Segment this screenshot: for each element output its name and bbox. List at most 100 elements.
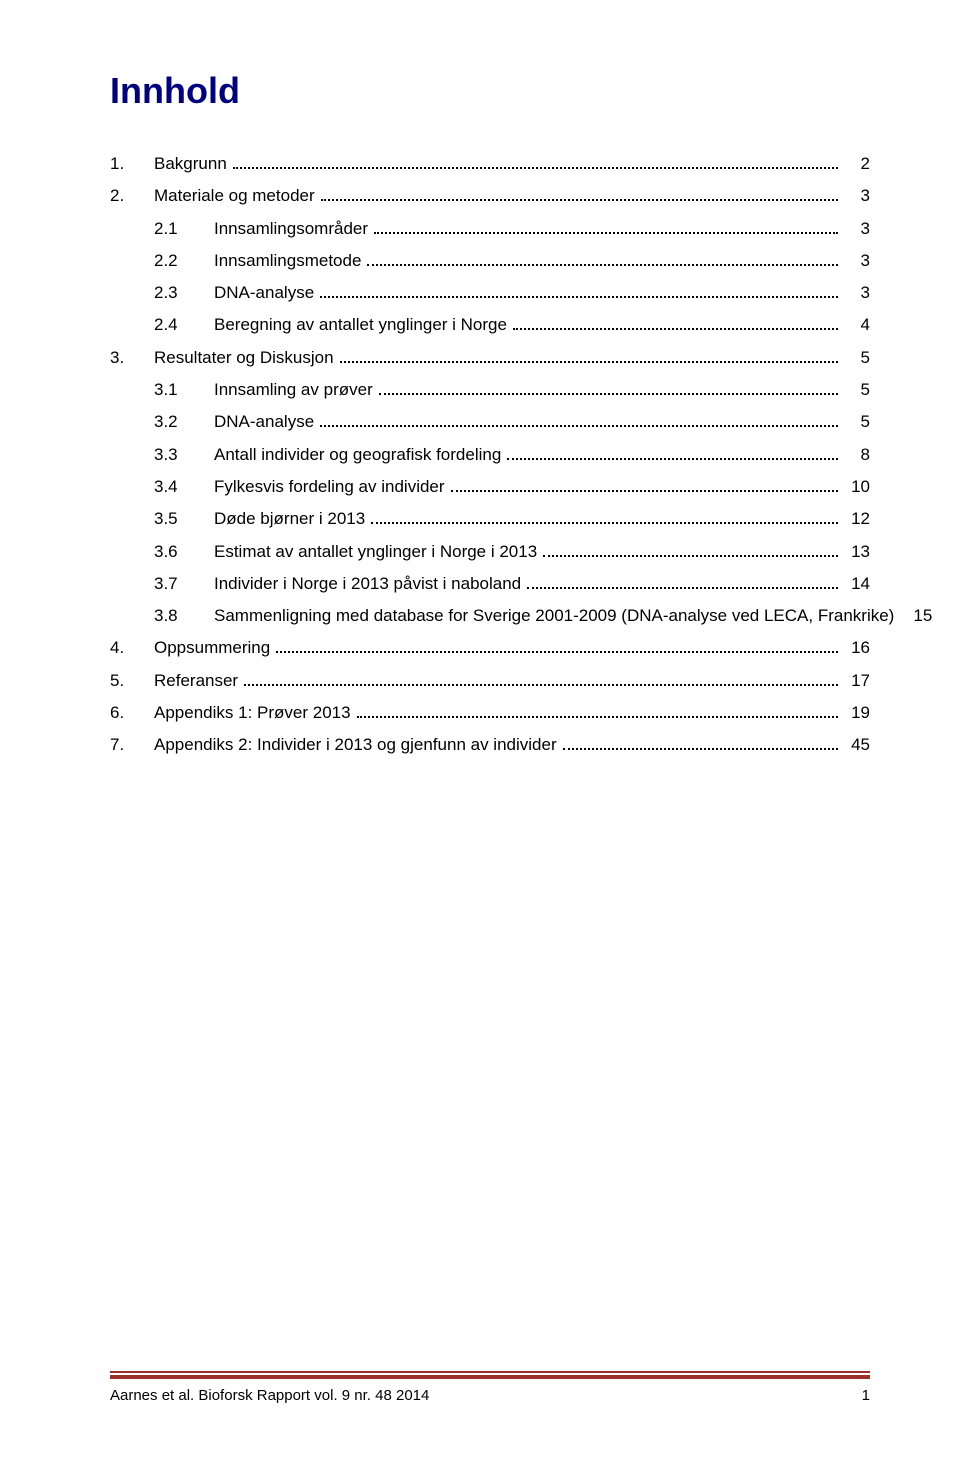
toc-label: Innsamlingsmetode: [214, 245, 361, 277]
toc-entry: 3.7Individer i Norge i 2013 påvist i nab…: [110, 568, 870, 600]
toc-page-number: 3: [844, 245, 870, 277]
toc-number: 6.: [110, 697, 154, 729]
toc-label: Oppsummering: [154, 632, 270, 664]
toc-entry: 3.3Antall individer og geografisk fordel…: [110, 439, 870, 471]
toc-number: 3.5: [154, 503, 214, 535]
toc-leader-dots: [513, 315, 838, 330]
toc-leader-dots: [451, 477, 838, 492]
toc-page-number: 4: [844, 309, 870, 341]
toc-page-number: 5: [844, 406, 870, 438]
toc-page-number: 45: [844, 729, 870, 761]
footer-page-number: 1: [862, 1387, 870, 1404]
toc-leader-dots: [233, 154, 838, 169]
toc-label: DNA-analyse: [214, 277, 314, 309]
toc-number: 2.: [110, 180, 154, 212]
page-title: Innhold: [110, 70, 870, 112]
toc-number: 3.8: [154, 600, 214, 632]
toc-entry: 7.Appendiks 2: Individer i 2013 og gjenf…: [110, 729, 870, 761]
toc-page-number: 2: [844, 148, 870, 180]
toc-leader-dots: [367, 251, 838, 266]
footer-left: Aarnes et al. Bioforsk Rapport vol. 9 nr…: [110, 1387, 429, 1404]
toc-leader-dots: [321, 186, 838, 201]
toc-entry: 1.Bakgrunn 2: [110, 148, 870, 180]
toc-number: 3.6: [154, 536, 214, 568]
toc-page-number: 3: [844, 277, 870, 309]
toc-number: 2.3: [154, 277, 214, 309]
toc-entry: 2.2Innsamlingsmetode 3: [110, 245, 870, 277]
toc-page-number: 8: [844, 439, 870, 471]
toc-entry: 3.5Døde bjørner i 201312: [110, 503, 870, 535]
toc-leader-dots: [379, 380, 838, 395]
toc-number: 3.4: [154, 471, 214, 503]
footer-text: Aarnes et al. Bioforsk Rapport vol. 9 nr…: [110, 1387, 870, 1404]
toc-page-number: 19: [844, 697, 870, 729]
toc-label: DNA-analyse: [214, 406, 314, 438]
toc-label: Innsamlingsområder: [214, 213, 368, 245]
toc-leader-dots: [543, 541, 838, 556]
toc-leader-dots: [527, 574, 838, 589]
toc-label: Individer i Norge i 2013 påvist i nabola…: [214, 568, 521, 600]
toc-label: Innsamling av prøver: [214, 374, 373, 406]
toc-number: 3.1: [154, 374, 214, 406]
document-page: Innhold 1.Bakgrunn22.Materiale og metode…: [0, 0, 960, 1458]
toc-page-number: 5: [844, 374, 870, 406]
toc-label: Estimat av antallet ynglinger i Norge i …: [214, 536, 537, 568]
toc-entry: 3.4Fylkesvis fordeling av individer 10: [110, 471, 870, 503]
toc-label: Resultater og Diskusjon: [154, 342, 334, 374]
footer-rule: [110, 1371, 870, 1379]
toc-label: Materiale og metoder: [154, 180, 315, 212]
toc-leader-dots: [276, 638, 838, 653]
toc-page-number: 3: [844, 213, 870, 245]
toc-label: Bakgrunn: [154, 148, 227, 180]
toc-entry: 5.Referanser 17: [110, 665, 870, 697]
toc-leader-dots: [244, 670, 838, 685]
toc-page-number: 17: [844, 665, 870, 697]
toc-page-number: 14: [844, 568, 870, 600]
toc-number: 3.2: [154, 406, 214, 438]
toc-number: 2.1: [154, 213, 214, 245]
toc-page-number: 10: [844, 471, 870, 503]
toc-leader-dots: [340, 347, 838, 362]
toc-entry: 2.1Innsamlingsområder 3: [110, 213, 870, 245]
toc-number: 7.: [110, 729, 154, 761]
toc-number: 3.: [110, 342, 154, 374]
toc-label: Antall individer og geografisk fordeling: [214, 439, 501, 471]
toc-entry: 3.6Estimat av antallet ynglinger i Norge…: [110, 536, 870, 568]
toc-leader-dots: [320, 283, 838, 298]
toc-page-number: 16: [844, 632, 870, 664]
toc-entry: 6.Appendiks 1: Prøver 2013 19: [110, 697, 870, 729]
toc-leader-dots: [507, 444, 838, 459]
toc-number: 4.: [110, 632, 154, 664]
toc-entry: 3.2DNA-analyse 5: [110, 406, 870, 438]
toc-number: 3.7: [154, 568, 214, 600]
toc-leader-dots: [371, 509, 838, 524]
toc-page-number: 3: [844, 180, 870, 212]
toc-page-number: 15: [906, 600, 932, 632]
toc-leader-dots: [357, 703, 838, 718]
toc-entry: 3.Resultater og Diskusjon 5: [110, 342, 870, 374]
toc-entry: 3.8Sammenligning med database for Sverig…: [110, 600, 870, 632]
toc-page-number: 5: [844, 342, 870, 374]
toc-number: 1.: [110, 148, 154, 180]
toc-label: Appendiks 1: Prøver 2013: [154, 697, 351, 729]
toc-leader-dots: [320, 412, 838, 427]
toc-label: Døde bjørner i 2013: [214, 503, 365, 535]
toc-label: Referanser: [154, 665, 238, 697]
table-of-contents: 1.Bakgrunn22.Materiale og metoder32.1Inn…: [110, 148, 870, 762]
toc-number: 2.4: [154, 309, 214, 341]
toc-entry: 2.4Beregning av antallet ynglinger i Nor…: [110, 309, 870, 341]
toc-label: Beregning av antallet ynglinger i Norge: [214, 309, 507, 341]
toc-number: 5.: [110, 665, 154, 697]
toc-number: 3.3: [154, 439, 214, 471]
toc-leader-dots: [374, 218, 838, 233]
toc-page-number: 13: [844, 536, 870, 568]
toc-number: 2.2: [154, 245, 214, 277]
toc-entry: 4.Oppsummering 16: [110, 632, 870, 664]
toc-entry: 2.Materiale og metoder 3: [110, 180, 870, 212]
toc-entry: 3.1Innsamling av prøver 5: [110, 374, 870, 406]
toc-label: Appendiks 2: Individer i 2013 og gjenfun…: [154, 729, 557, 761]
page-footer: Aarnes et al. Bioforsk Rapport vol. 9 nr…: [110, 1371, 870, 1404]
toc-label: Fylkesvis fordeling av individer: [214, 471, 445, 503]
toc-entry: 2.3DNA-analyse 3: [110, 277, 870, 309]
toc-label: Sammenligning med database for Sverige 2…: [214, 600, 894, 632]
